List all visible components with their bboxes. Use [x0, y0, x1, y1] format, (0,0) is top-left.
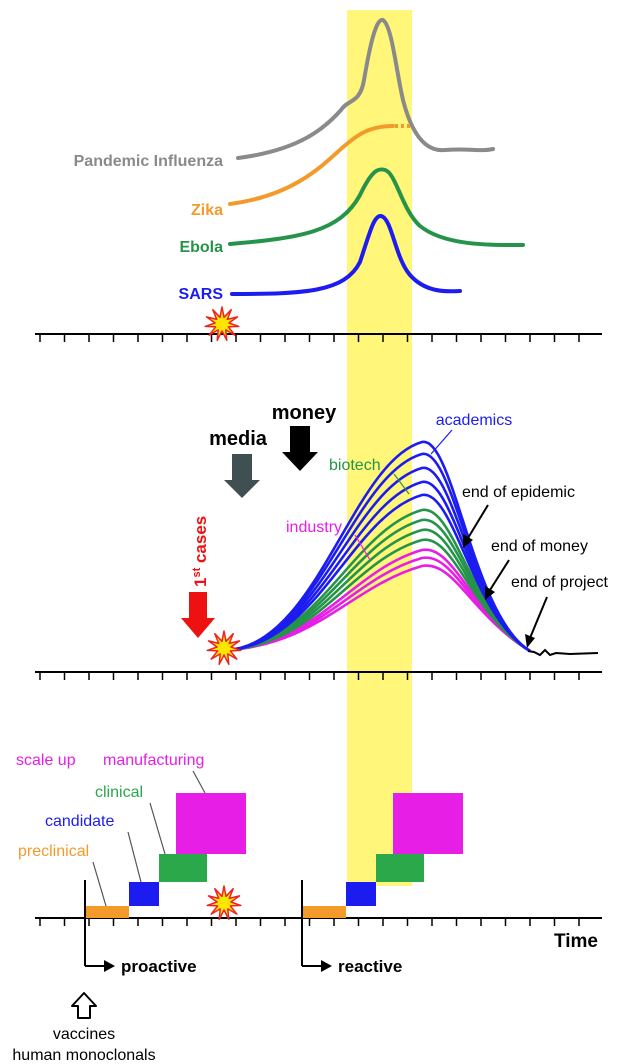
end-of-project-pointer-line: [529, 596, 548, 639]
highlight-band: [347, 10, 412, 886]
end-of-epidemic-pointer-line: [467, 504, 489, 539]
tick-marks-middle: [39, 672, 580, 680]
academics-response-curve: [227, 493, 531, 653]
preclinical-pointer-line: [92, 861, 107, 907]
outbreak-burst-bottom-icon: [206, 885, 242, 921]
label-sars: SARS: [179, 286, 224, 303]
first-cases-arrow-icon: [181, 592, 215, 638]
post-project-tail: [527, 648, 599, 657]
end-of-money-pointer-line: [489, 559, 510, 591]
label-academics: academics: [436, 412, 512, 429]
end-of-epidemic-arrowhead: [463, 534, 473, 548]
clinical-pointer-line: [149, 802, 166, 855]
reactive-arrowhead-icon: [321, 960, 332, 972]
proactive-preclinical-block: [85, 906, 129, 918]
biotech-response-curve: [227, 518, 531, 653]
end-of-project-arrowhead: [525, 634, 535, 648]
label-media: media: [209, 428, 268, 450]
label-first-cases-ordinal: st: [191, 567, 203, 577]
response-curves: [227, 440, 531, 653]
label-reactive: reactive: [338, 957, 402, 976]
label-human-monoclonals: human monoclonals: [12, 1047, 155, 1064]
sars-curve: [230, 214, 462, 296]
proactive-manufacturing-block: [176, 793, 246, 854]
manufacturing-pointer-line: [192, 770, 206, 794]
proactive-marker: [84, 880, 115, 972]
end-of-money-arrowhead: [485, 586, 495, 600]
biotech-response-curve: [227, 538, 531, 653]
label-first-cases-text: cases: [191, 516, 210, 568]
reactive-preclinical-block: [302, 906, 346, 918]
biotech-pointer-line: [393, 473, 410, 495]
panel-development: scale up manufacturing clinical candidat…: [12, 752, 602, 1064]
label-zika: Zika: [191, 202, 223, 219]
academics-pointer-line: [430, 429, 453, 455]
label-biotech: biotech: [329, 457, 381, 474]
zika-curve: [228, 124, 395, 206]
academics-response-curve: [227, 480, 531, 653]
end-of-epidemic-pointer: [463, 504, 489, 548]
label-ebola: Ebola: [179, 239, 223, 256]
label-time: Time: [554, 931, 598, 952]
proactive-candidate-block: [129, 882, 159, 906]
vaccines-up-arrow-icon: [71, 992, 97, 1019]
influenza-curve: [236, 18, 495, 160]
reactive-candidate-block: [346, 882, 376, 906]
panel-response: money media 1st cases academics biotech …: [35, 402, 609, 680]
academics-response-curve: [227, 466, 531, 653]
panel-outbreaks: Pandemic Influenza Zika Ebola SARS: [35, 18, 602, 342]
reactive-marker: [301, 880, 332, 972]
label-scale-up: scale up: [16, 752, 76, 769]
label-manufacturing: manufacturing: [103, 752, 204, 769]
industry-pointer-line: [354, 534, 371, 561]
label-preclinical: preclinical: [18, 843, 89, 860]
label-first-cases-number: 1: [191, 578, 210, 587]
end-of-project-pointer: [525, 596, 548, 648]
first-cases-burst-icon: [206, 630, 242, 666]
proactive-arrowhead-icon: [104, 960, 115, 972]
ebola-curve: [228, 167, 525, 248]
label-clinical: clinical: [95, 784, 143, 801]
academics-response-curve: [227, 440, 531, 653]
label-money: money: [272, 402, 337, 424]
end-of-money-pointer: [485, 559, 510, 600]
label-vaccines: vaccines: [53, 1026, 115, 1043]
money-arrow-icon: [282, 426, 318, 471]
candidate-pointer-line: [127, 831, 142, 883]
biotech-response-curve: [227, 508, 531, 653]
label-first-cases: 1st cases: [191, 516, 210, 587]
outbreak-burst-icon: [204, 306, 240, 342]
industry-response-curve: [227, 548, 531, 653]
label-end-of-money: end of money: [491, 538, 588, 555]
tick-marks-bottom: [39, 918, 580, 926]
label-end-of-project: end of project: [511, 574, 609, 591]
label-pandemic-influenza: Pandemic Influenza: [74, 153, 223, 170]
label-industry: industry: [286, 519, 342, 536]
reactive-manufacturing-block: [393, 793, 463, 854]
biotech-response-curve: [227, 528, 531, 653]
tick-marks-top: [39, 334, 580, 342]
label-candidate: candidate: [45, 813, 114, 830]
label-end-of-epidemic: end of epidemic: [462, 484, 575, 501]
label-proactive: proactive: [121, 957, 197, 976]
media-arrow-icon: [224, 454, 260, 498]
proactive-clinical-block: [159, 854, 207, 882]
reactive-clinical-block: [376, 854, 424, 882]
